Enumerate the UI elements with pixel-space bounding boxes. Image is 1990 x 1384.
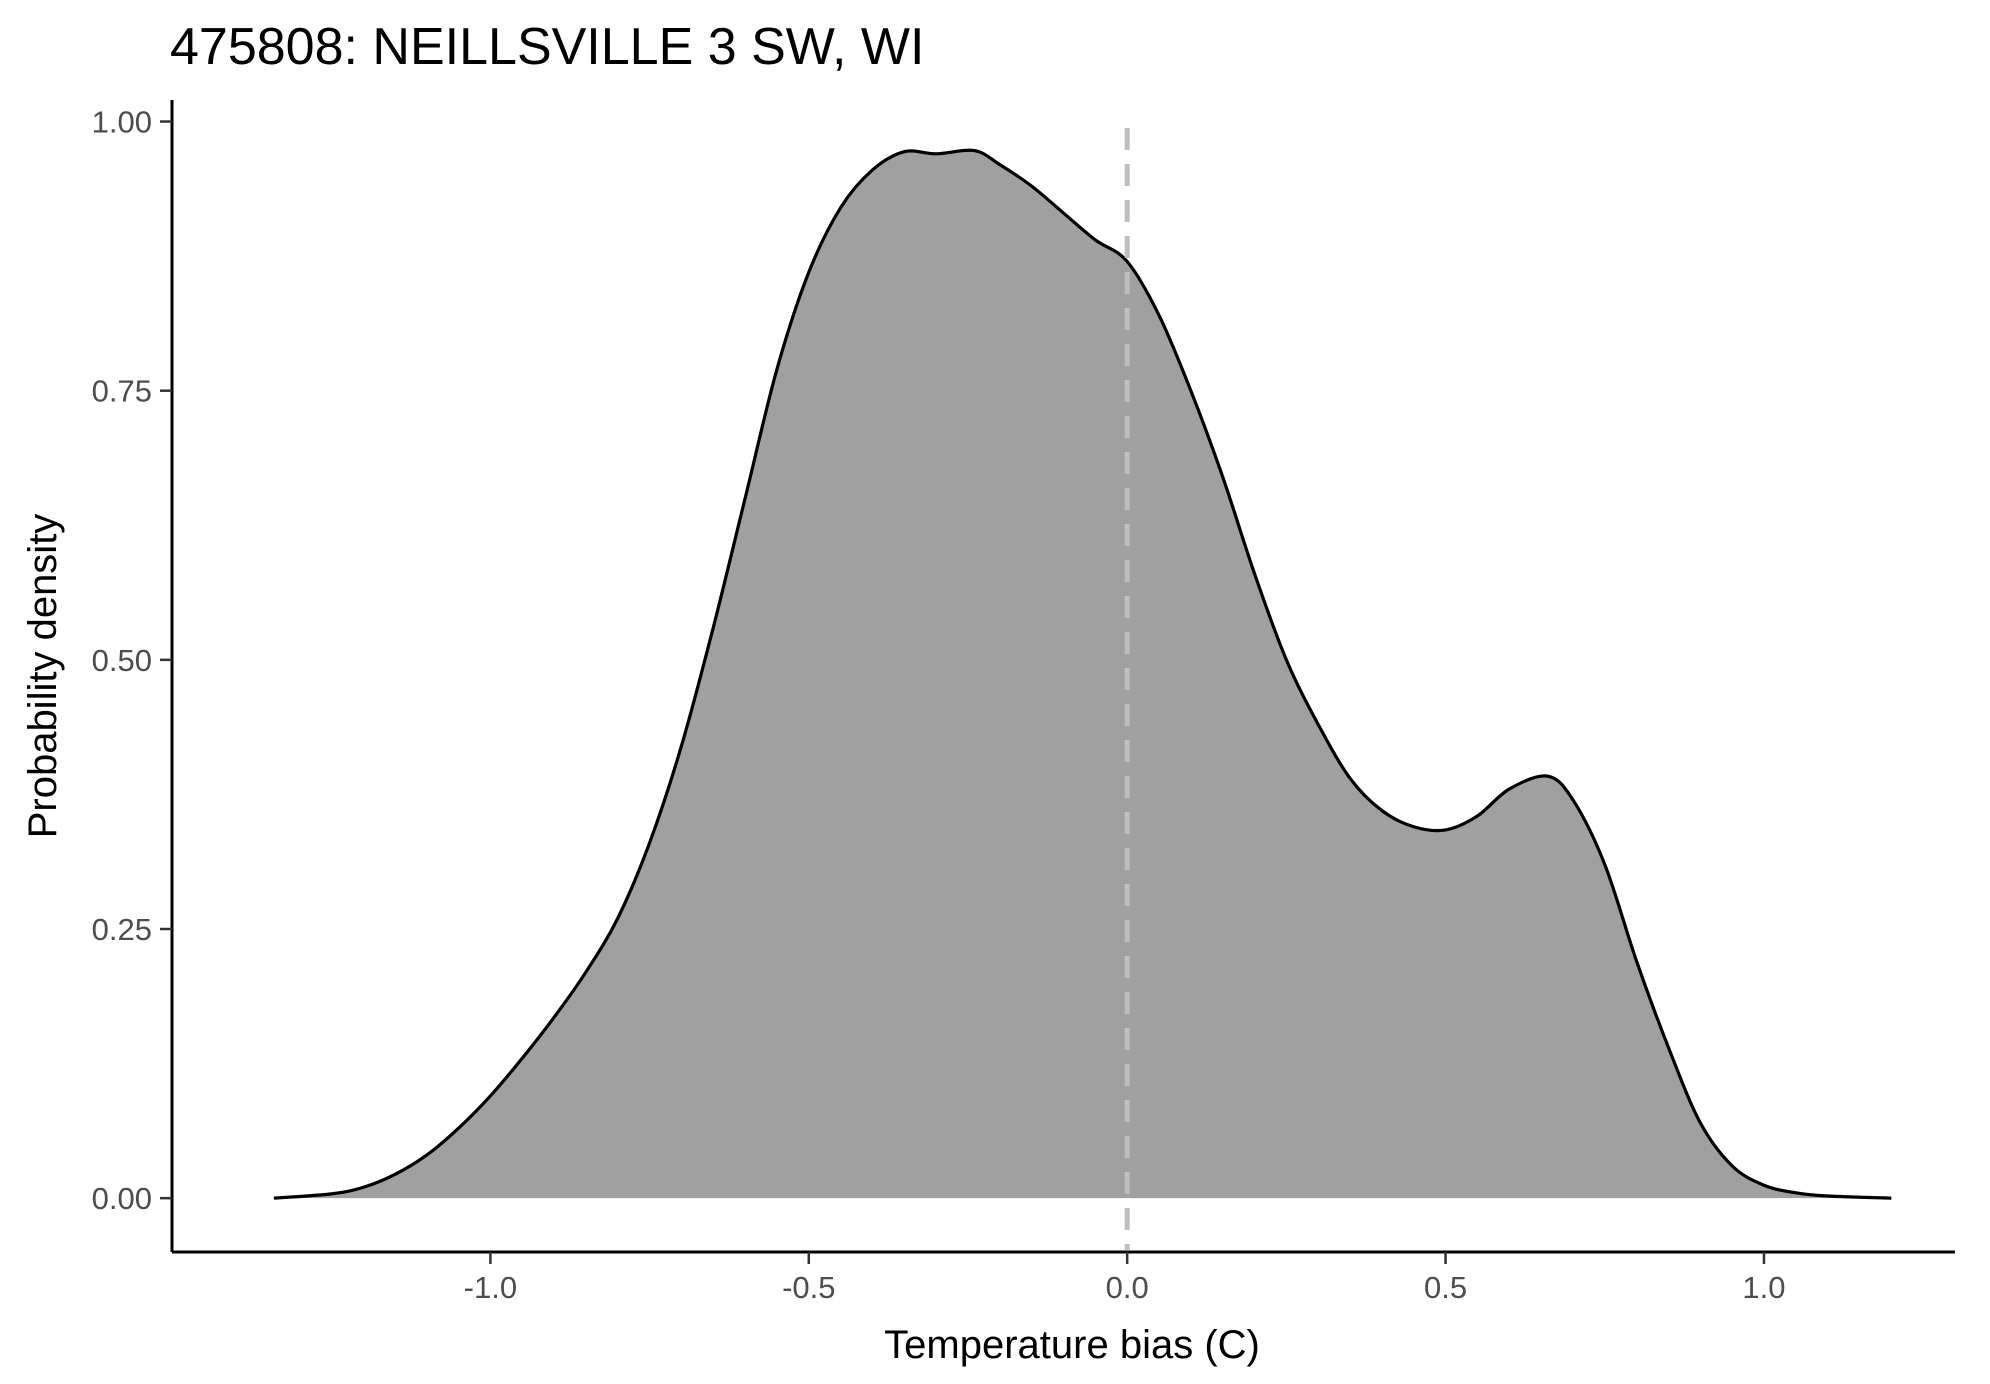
chart-title: 475808: NEILLSVILLE 3 SW, WI <box>170 18 924 76</box>
y-tick-label: 0.25 <box>92 912 152 947</box>
density-line <box>273 148 1892 1200</box>
y-tick-label: 0.50 <box>92 643 152 678</box>
x-tick-label: 1.0 <box>1742 1270 1785 1305</box>
plot-area: -1.0 -0.5 0.0 0.5 1.0 0.00 0.25 0.50 0.75 1.00 <box>92 100 1955 1305</box>
y-tick-label: 0.75 <box>92 374 152 409</box>
density-area <box>273 150 1892 1199</box>
y-tick-label: 1.00 <box>92 105 152 140</box>
y-axis-title: Probability density <box>21 514 65 839</box>
y-tick-label: 0.00 <box>92 1181 152 1216</box>
x-tick-label: 0.0 <box>1106 1270 1149 1305</box>
x-tick-label: -0.5 <box>782 1270 835 1305</box>
x-tick-label: 0.5 <box>1424 1270 1467 1305</box>
x-tick-label: -1.0 <box>464 1270 517 1305</box>
x-axis-title: Temperature bias (C) <box>884 1323 1260 1367</box>
